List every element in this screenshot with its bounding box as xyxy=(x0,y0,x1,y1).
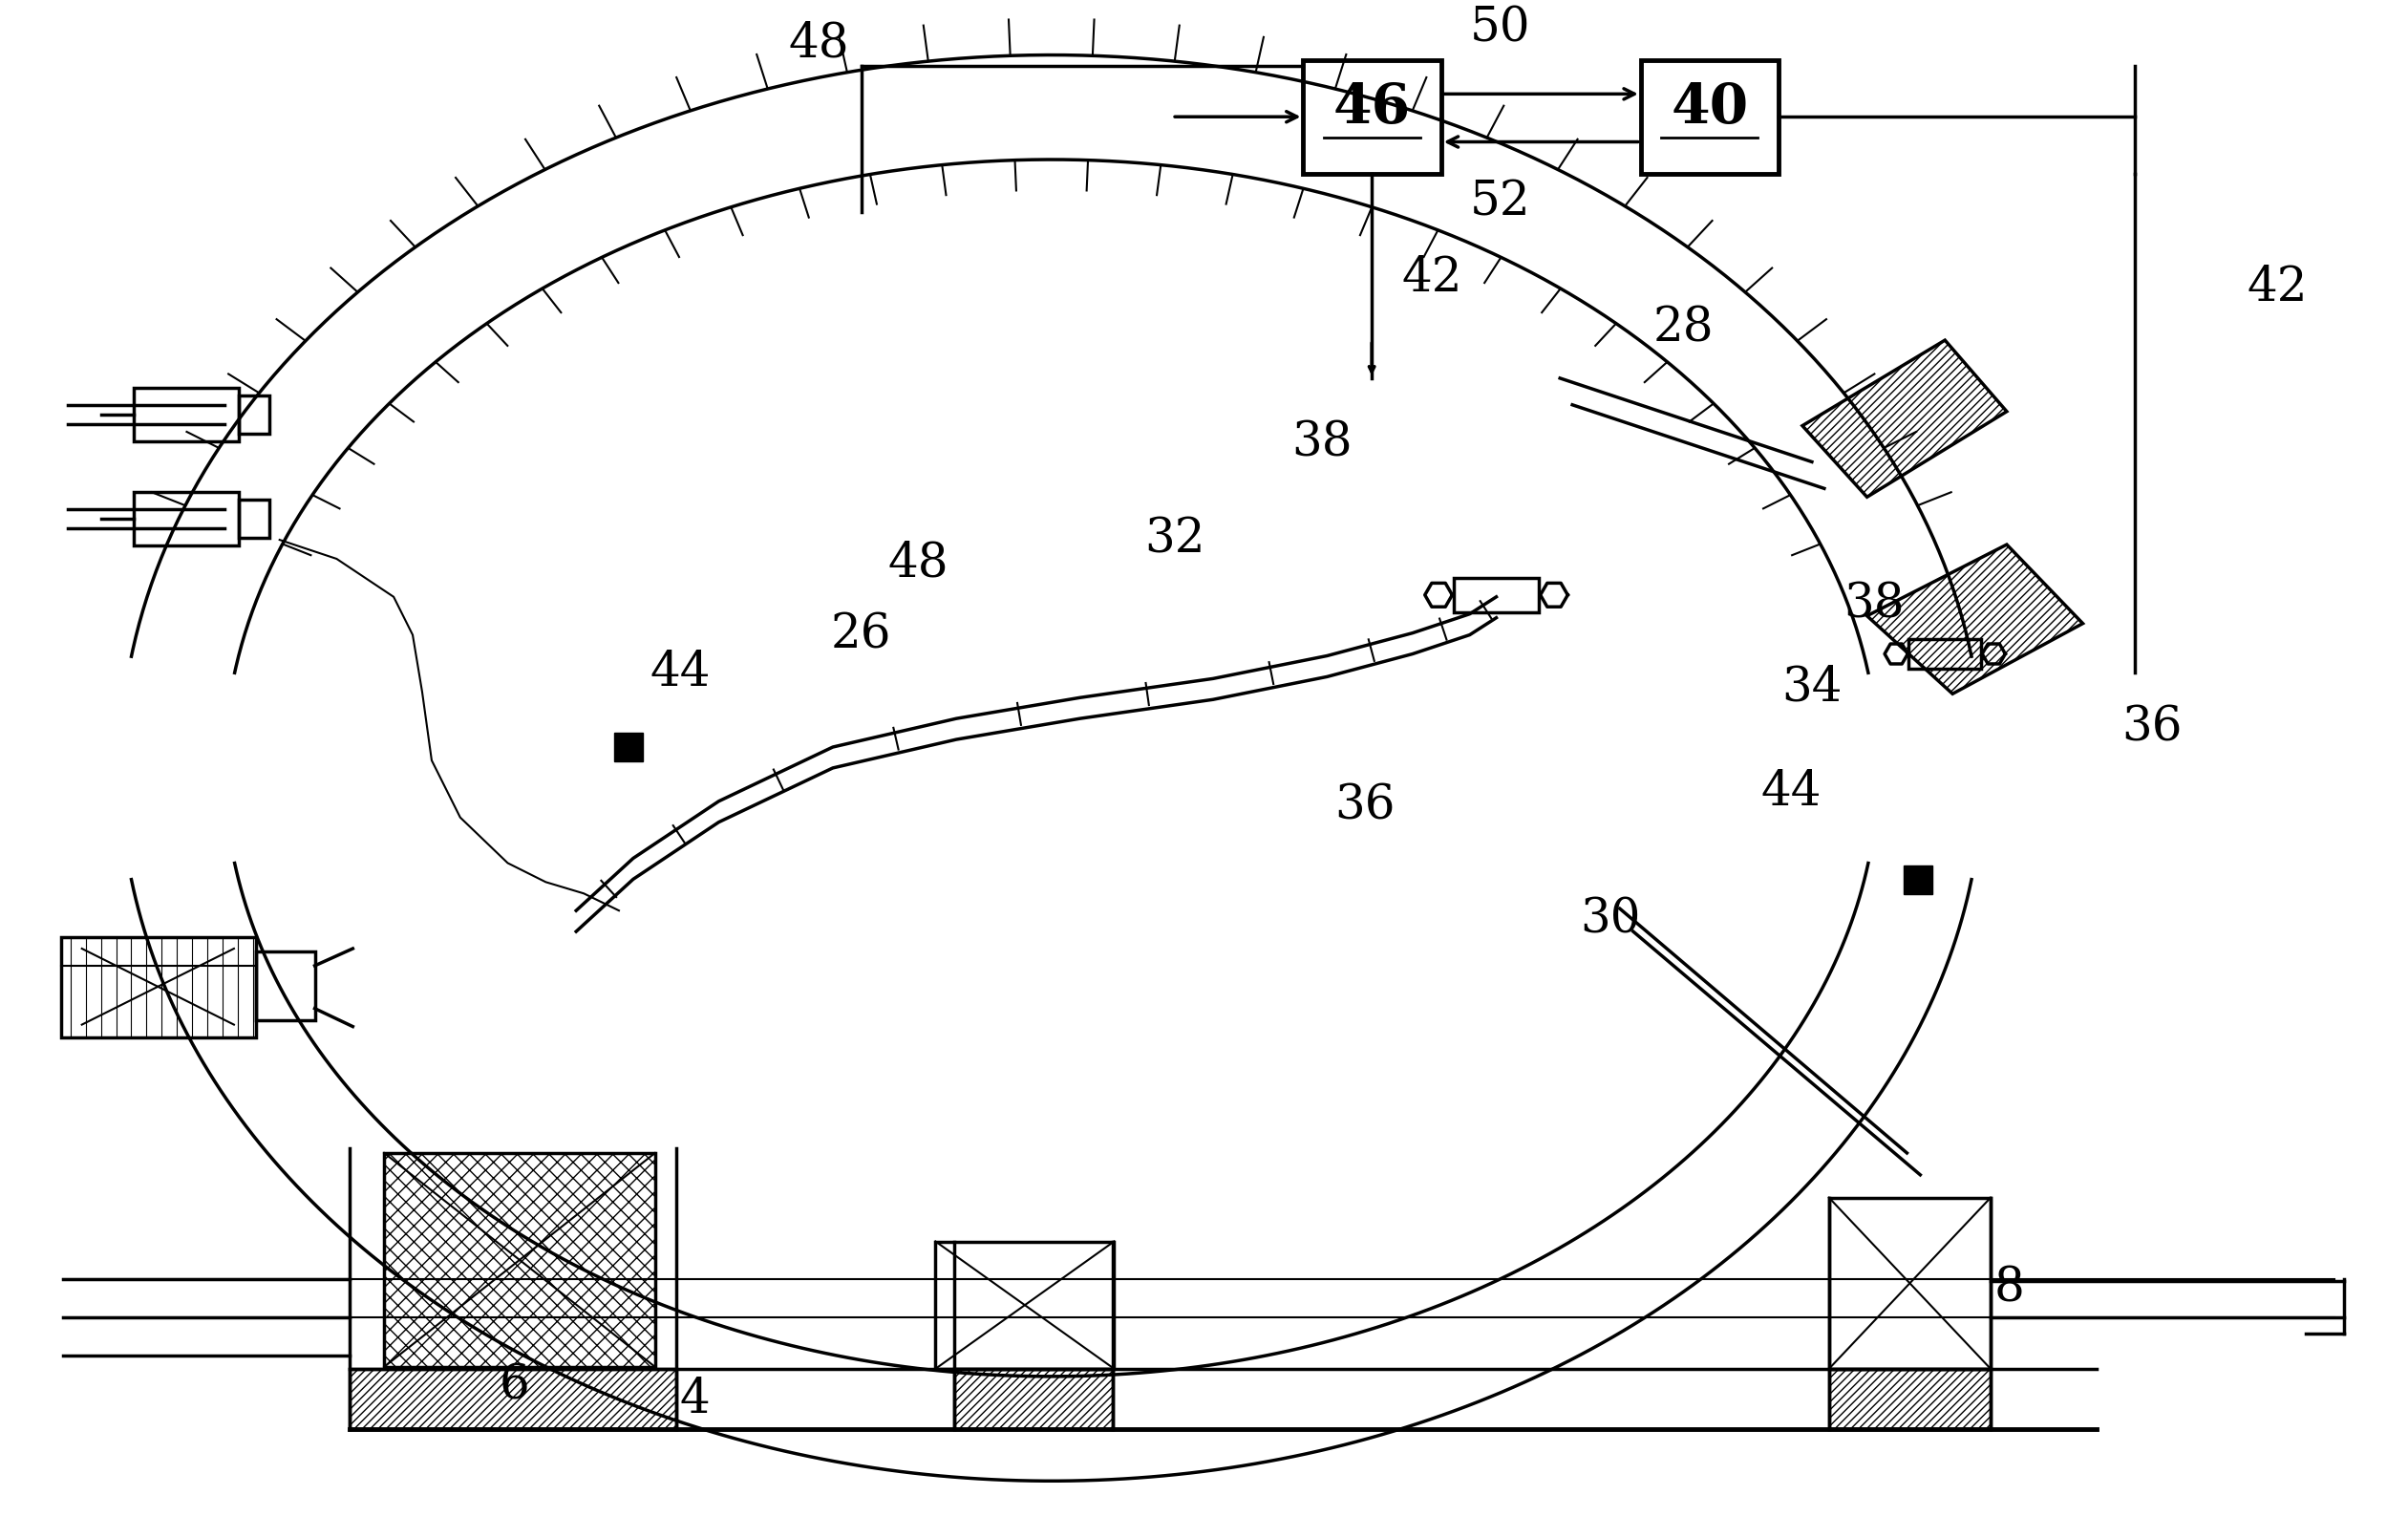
Bar xyxy=(255,952,315,1020)
Text: 36: 36 xyxy=(1334,783,1397,829)
Bar xyxy=(1640,60,1780,174)
Text: 38: 38 xyxy=(1293,420,1353,466)
Bar xyxy=(1830,1198,1991,1369)
Text: 44: 44 xyxy=(1760,767,1820,815)
Bar xyxy=(238,395,270,434)
Polygon shape xyxy=(1866,544,2083,694)
Bar xyxy=(1910,640,1982,669)
Text: 48: 48 xyxy=(889,540,949,588)
Bar xyxy=(135,388,238,441)
Text: 52: 52 xyxy=(1469,178,1531,226)
Text: 46: 46 xyxy=(1334,82,1411,134)
Bar xyxy=(1454,578,1539,612)
Bar xyxy=(60,937,255,1037)
Text: 34: 34 xyxy=(1782,663,1842,711)
Bar xyxy=(1303,60,1440,174)
Bar xyxy=(1830,1369,1991,1429)
Bar xyxy=(135,492,238,546)
Text: 40: 40 xyxy=(1671,82,1748,134)
Text: 30: 30 xyxy=(1580,897,1640,944)
Bar xyxy=(349,1369,677,1429)
Bar xyxy=(238,500,270,538)
Polygon shape xyxy=(1801,340,2006,497)
Text: 44: 44 xyxy=(650,649,710,697)
Text: 36: 36 xyxy=(2121,704,2182,752)
Text: 28: 28 xyxy=(1654,305,1714,352)
Bar xyxy=(385,1154,655,1367)
Text: 48: 48 xyxy=(787,20,850,68)
Text: 42: 42 xyxy=(1401,255,1462,301)
Text: 50: 50 xyxy=(1469,5,1531,52)
Bar xyxy=(934,1241,1115,1369)
Text: 4: 4 xyxy=(679,1377,710,1424)
Bar xyxy=(614,732,643,761)
Text: 6: 6 xyxy=(498,1363,530,1409)
Text: 26: 26 xyxy=(831,611,891,658)
Text: 38: 38 xyxy=(1842,581,1905,628)
Bar xyxy=(954,1369,1112,1429)
Bar xyxy=(1905,866,1934,895)
Text: 32: 32 xyxy=(1144,517,1206,563)
Text: 42: 42 xyxy=(2247,265,2307,312)
Text: 8: 8 xyxy=(1994,1266,2025,1312)
